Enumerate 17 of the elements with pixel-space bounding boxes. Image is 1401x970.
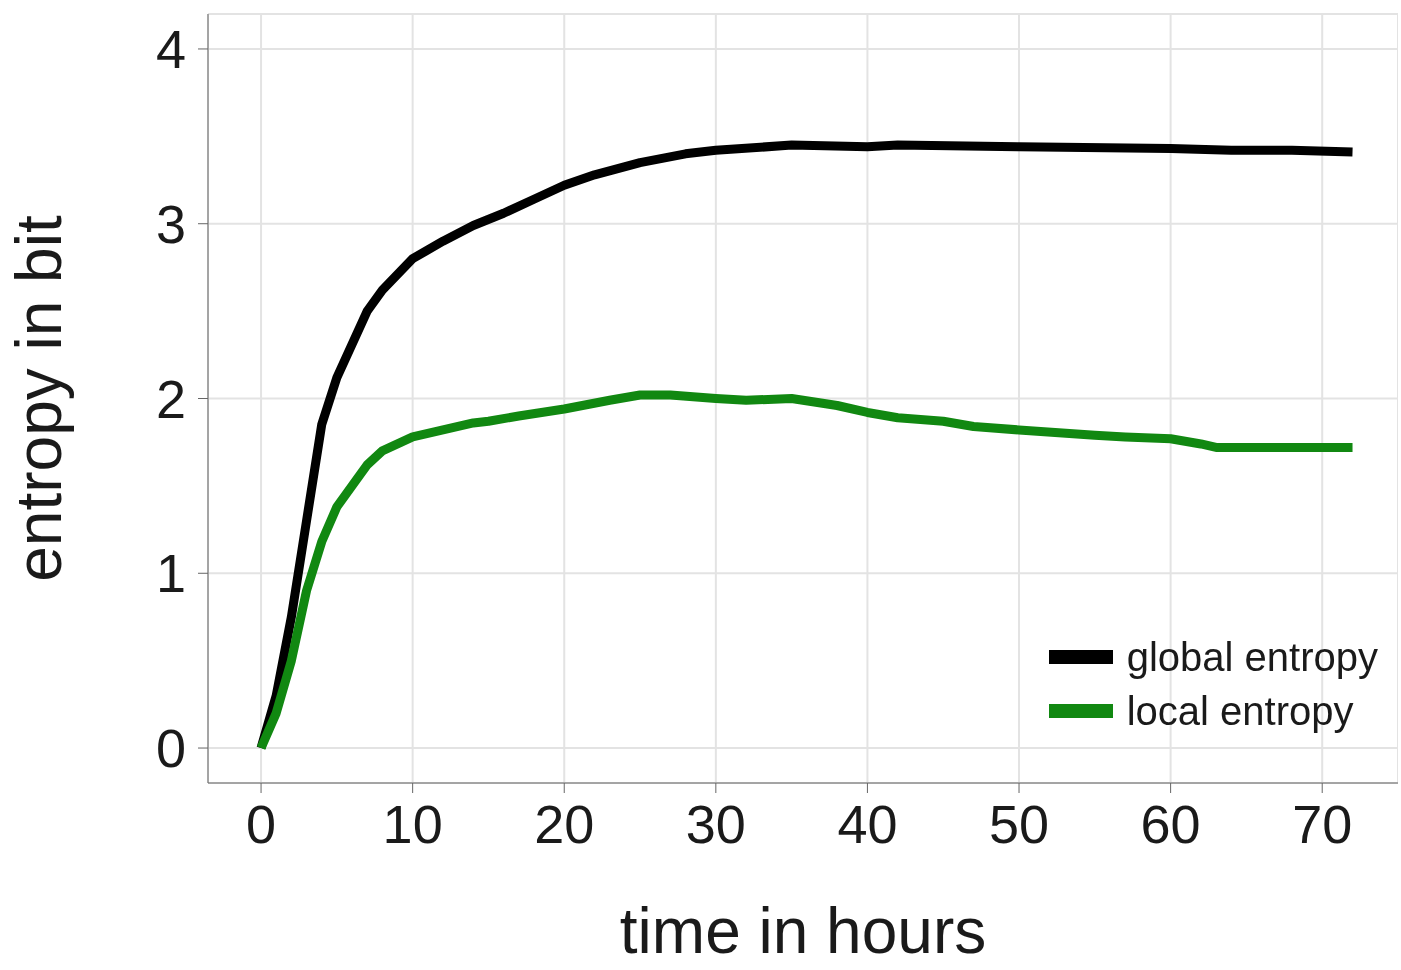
legend-label: local entropy	[1126, 688, 1354, 734]
y-tick-label: 0	[155, 718, 186, 779]
x-tick-label: 70	[1292, 794, 1353, 855]
x-tick-label: 0	[246, 794, 277, 855]
y-tick-label: 2	[155, 368, 186, 429]
legend-label: global entropy	[1126, 634, 1378, 680]
x-tick-label: 60	[1140, 794, 1201, 855]
y-tick-label: 3	[155, 193, 186, 254]
y-tick-label: 4	[155, 19, 186, 80]
y-axis-title: entropy in bit	[2, 215, 75, 582]
y-tick-label: 1	[155, 543, 186, 604]
x-tick-label: 50	[988, 794, 1050, 855]
x-tick-label: 20	[534, 794, 595, 855]
x-tick-label: 30	[685, 794, 746, 855]
x-tick-label: 10	[382, 794, 443, 855]
x-tick-label: 40	[837, 794, 898, 855]
x-axis-title: time in hours	[619, 895, 987, 967]
